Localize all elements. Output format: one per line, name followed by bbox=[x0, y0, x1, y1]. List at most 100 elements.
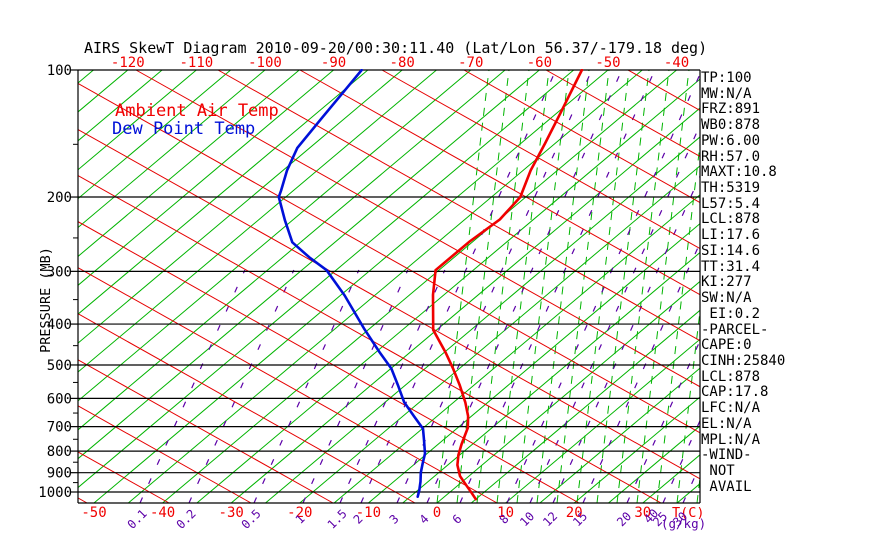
mixing-ratio-line bbox=[360, 69, 557, 504]
top-temp-label: -70 bbox=[458, 55, 483, 71]
isotherm-line bbox=[505, 338, 700, 504]
moist-adiabat-line bbox=[616, 69, 670, 504]
isotherm-line bbox=[78, 69, 129, 113]
bottom-temp-label: -50 bbox=[81, 505, 106, 521]
pressure-tick-label: 800 bbox=[47, 444, 72, 460]
pressure-tick-label: 500 bbox=[47, 358, 72, 374]
moist-adiabat-line bbox=[476, 69, 530, 504]
ambient-air-temp-curve bbox=[431, 69, 584, 501]
stat-line: CAP:17.8 bbox=[701, 384, 769, 401]
moist-adiabat-line bbox=[536, 69, 590, 504]
dry-adiabat-line bbox=[78, 82, 700, 434]
stats-panel: TP:100 MW:N/A FRZ:891 WB0:878 PW:6.00 RH:57.0… bbox=[701, 70, 785, 495]
moist-adiabat-line bbox=[436, 69, 490, 504]
isotherm-line bbox=[299, 165, 700, 504]
mixing-ratio-label: 1.5 bbox=[325, 507, 350, 532]
page-title: AIRS SkewT Diagram 2010-09-20/00:30:11.4… bbox=[84, 39, 708, 57]
isotherm-line bbox=[93, 69, 609, 504]
bottom-temp-label: -40 bbox=[150, 505, 175, 521]
bottom-temp-label: -30 bbox=[219, 505, 244, 521]
dry-adiabat-line bbox=[545, 69, 700, 158]
stat-line: RH:57.0 bbox=[701, 148, 761, 165]
bottom-temp-label: -20 bbox=[287, 505, 312, 521]
top-temp-label: -120 bbox=[111, 55, 145, 71]
isotherm-line bbox=[78, 69, 266, 229]
top-temp-label: -110 bbox=[180, 55, 214, 71]
dry-adiabat-line bbox=[217, 69, 700, 342]
dry-adiabat-line bbox=[381, 69, 700, 250]
mixing-ratio-line bbox=[188, 269, 295, 504]
dry-adiabat-line bbox=[78, 221, 580, 504]
isotherm-line bbox=[78, 69, 197, 171]
mixing-ratio-label: 0.1 bbox=[125, 507, 150, 532]
pressure-tick-label: 700 bbox=[47, 420, 72, 436]
mixing-ratio-line bbox=[139, 269, 246, 504]
dry-adiabat-line bbox=[78, 175, 662, 504]
top-temp-label: -40 bbox=[664, 55, 689, 71]
isotherm-line bbox=[162, 69, 677, 504]
dew-point-temp-curve bbox=[277, 69, 427, 499]
stat-line: EL:N/A bbox=[701, 415, 752, 432]
isotherm-line bbox=[436, 280, 700, 504]
pressure-tick-label: 600 bbox=[47, 391, 72, 407]
bottom-temp-label: 10 bbox=[497, 505, 514, 521]
stat-line: -PARCEL- bbox=[701, 321, 769, 338]
dry-adiabat-line bbox=[463, 69, 700, 204]
mixing-ratio-line bbox=[339, 269, 446, 504]
isotherm-line bbox=[78, 69, 540, 460]
legend-dew-point-temp: Dew Point Temp bbox=[112, 119, 256, 139]
stat-line: AVAIL bbox=[701, 478, 752, 495]
isotherm-line bbox=[78, 69, 231, 200]
background-lines bbox=[78, 69, 700, 504]
mixing-ratio-line bbox=[302, 269, 409, 504]
mixing-ratio-line bbox=[396, 69, 593, 504]
stat-line: -WIND- bbox=[701, 447, 752, 464]
moist-adiabat-line bbox=[596, 69, 650, 504]
dry-adiabat-line bbox=[78, 405, 252, 504]
isotherm-line bbox=[78, 69, 334, 286]
mixing-ratio-line bbox=[253, 269, 360, 504]
dry-adiabat-line bbox=[78, 128, 700, 480]
stat-line: MPL:N/A bbox=[701, 431, 761, 448]
stat-line: LCL:878 bbox=[701, 368, 761, 385]
stat-line: KI:277 bbox=[701, 274, 752, 291]
stat-line: SI:14.6 bbox=[701, 242, 761, 259]
pressure-tick-label: 1000 bbox=[38, 485, 72, 501]
moist-adiabat-line bbox=[636, 69, 690, 504]
moist-adiabat-line bbox=[576, 69, 630, 504]
stat-line: L57:5.4 bbox=[701, 195, 761, 212]
stat-line: SW:N/A bbox=[701, 290, 752, 307]
bottom-temp-label: -10 bbox=[356, 505, 381, 521]
isotherm-line bbox=[78, 69, 437, 373]
pressure-tick-label: 900 bbox=[47, 466, 72, 482]
stat-line: FRZ:891 bbox=[701, 101, 761, 118]
isotherm-line bbox=[78, 69, 300, 258]
legend-ambient-air-temp: Ambient Air Temp bbox=[115, 101, 279, 121]
isotherm-line bbox=[368, 222, 700, 504]
top-temp-label: -60 bbox=[527, 55, 552, 71]
top-temp-label: -100 bbox=[248, 55, 282, 71]
pressure-tick-label: 200 bbox=[47, 190, 72, 206]
isotherm-line bbox=[78, 69, 403, 344]
stat-line: TP:100 bbox=[701, 70, 752, 86]
stat-line: MAXT:10.8 bbox=[701, 164, 777, 181]
mixing-ratio-label: 3 bbox=[387, 512, 402, 527]
dry-adiabat-line bbox=[299, 69, 700, 296]
top-temp-label: -90 bbox=[321, 55, 346, 71]
mixing-ratio-label: 4 bbox=[417, 512, 432, 527]
isotherm-line bbox=[78, 69, 506, 431]
stat-line: WB0:878 bbox=[701, 117, 761, 134]
isotherm-line bbox=[127, 69, 643, 504]
mixing-ratio-label: 20 bbox=[614, 509, 634, 529]
temp-unit-label: T(C) bbox=[672, 505, 705, 521]
pressure-tick-label: 100 bbox=[47, 63, 72, 79]
bottom-temp-label: 30 bbox=[634, 505, 651, 521]
dry-adiabat-line bbox=[78, 313, 416, 504]
dry-adiabat-line bbox=[78, 359, 334, 504]
sounding-curves bbox=[277, 69, 584, 501]
stat-line: MW:N/A bbox=[701, 85, 752, 102]
dry-adiabat-line bbox=[135, 69, 700, 388]
bottom-temp-label: 20 bbox=[566, 505, 583, 521]
